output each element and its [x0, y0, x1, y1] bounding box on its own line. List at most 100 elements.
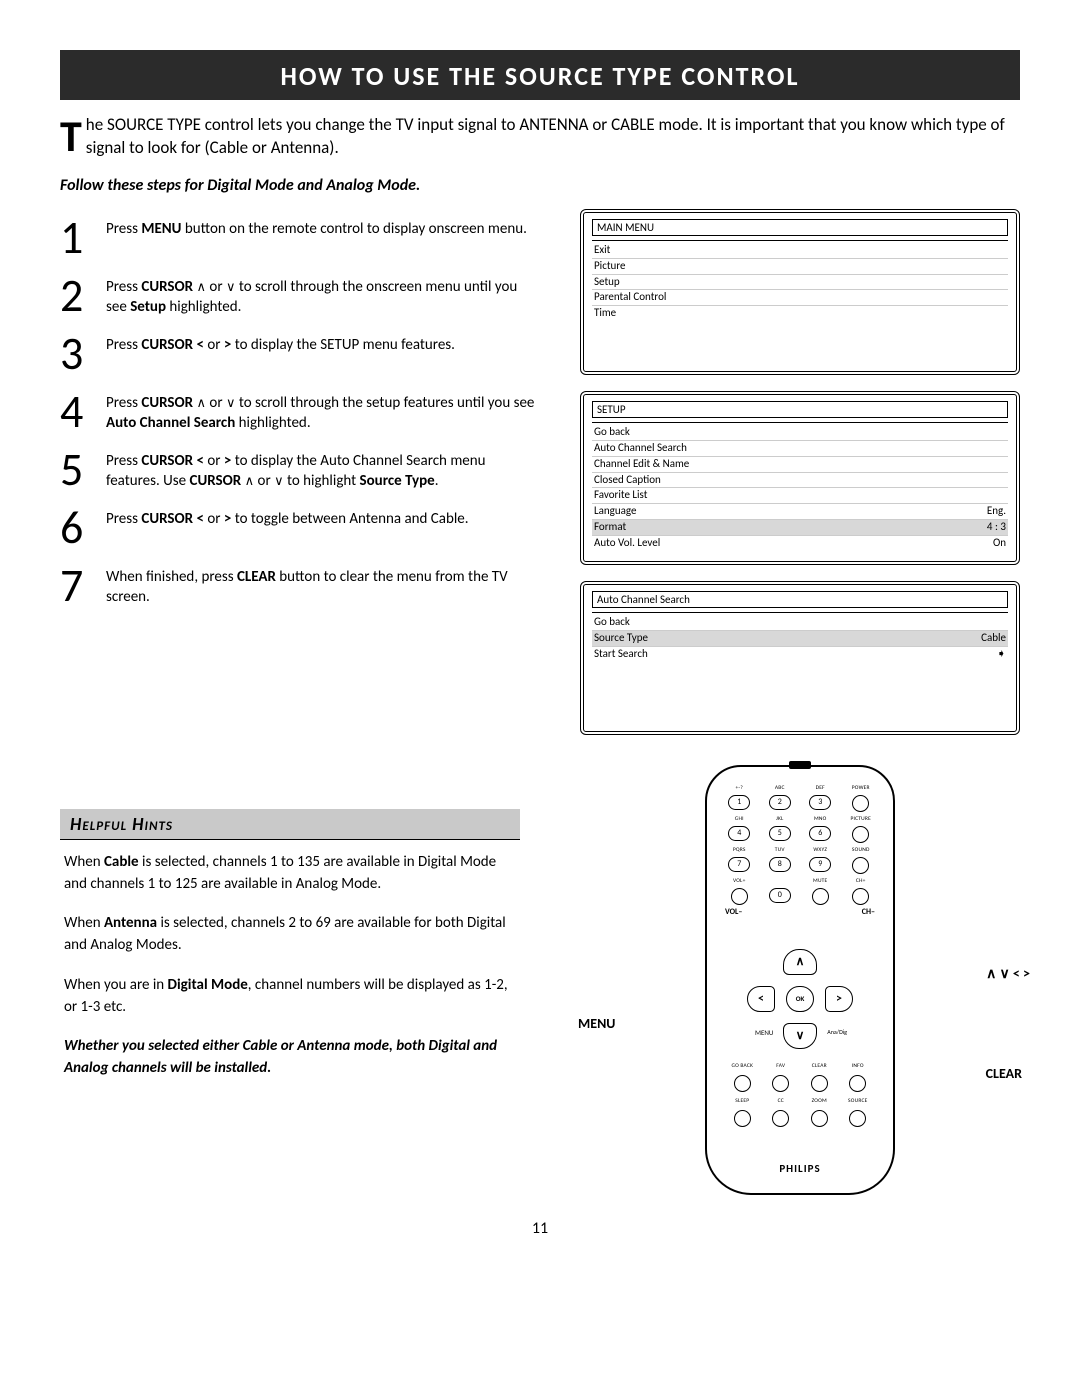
page-title: HOW TO USE THE SOURCE TYPE CONTROL — [60, 50, 1020, 100]
tv-menu-row: Setup — [592, 275, 1008, 291]
step-text: Press CURSOR ∧ or ∨ to scroll through th… — [106, 267, 540, 318]
remote-illustration: ∧ ∨ < > MENU CLEAR +-?ABCDEFPOWER123GHIJ… — [580, 765, 1020, 1195]
step: 7When finished, press CLEAR button to cl… — [60, 557, 540, 609]
ch-minus-label: CH– — [862, 907, 875, 917]
remote-key-label: ABC — [775, 785, 785, 791]
remote-key[interactable]: 3 — [809, 795, 831, 810]
remote-func-button[interactable] — [849, 1075, 866, 1092]
remote-func-button[interactable] — [734, 1110, 751, 1127]
remote-func-button[interactable] — [849, 1110, 866, 1127]
hint-paragraph: Whether you selected either Cable or Ant… — [64, 1036, 516, 1080]
cursor-left-button[interactable]: < — [747, 986, 775, 1012]
remote-key[interactable] — [852, 826, 869, 843]
hint-paragraph: When Cable is selected, channels 1 to 13… — [64, 852, 516, 896]
remote-key-label: WXYZ — [813, 847, 827, 853]
tv-menu-row: Picture — [592, 259, 1008, 275]
remote-func-button[interactable] — [811, 1110, 828, 1127]
intro-paragraph: T he SOURCE TYPE control lets you change… — [60, 114, 1020, 160]
remote-key[interactable]: 7 — [728, 857, 750, 872]
remote-key[interactable]: 8 — [769, 857, 791, 872]
tv-menu-row: LanguageEng. — [592, 504, 1008, 520]
tv-menu-row: Format4 : 3 — [592, 520, 1008, 536]
tv-menu-row: Start Search➧ — [592, 647, 1008, 662]
ok-button[interactable]: OK — [786, 986, 814, 1012]
step-number: 5 — [60, 441, 106, 493]
tv-menu-row: Auto Vol. LevelOn — [592, 536, 1008, 551]
remote-func-button[interactable] — [772, 1110, 789, 1127]
step-text: Press CURSOR ∧ or ∨ to scroll through th… — [106, 383, 540, 434]
remote-key-label: POWER — [852, 785, 870, 791]
step-number: 7 — [60, 557, 106, 609]
tv-menu-row: Exit — [592, 243, 1008, 259]
tv-menu-title: SETUP — [592, 401, 1008, 418]
cursor-right-button[interactable]: > — [825, 986, 853, 1012]
remote-key-label: DEF — [816, 785, 825, 791]
remote-key-label: SOUND — [852, 847, 870, 853]
remote-key[interactable]: 0 — [769, 888, 791, 903]
step-number: 4 — [60, 383, 106, 435]
remote-func-button[interactable] — [734, 1075, 751, 1092]
step-text: Press MENU button on the remote control … — [106, 209, 527, 239]
remote-brand: PHILIPS — [707, 1162, 893, 1175]
helpful-hints-box: Helpful Hints When Cable is selected, ch… — [60, 809, 520, 1080]
tv-menu-row: Time — [592, 306, 1008, 321]
step: 6Press CURSOR < or > to toggle between A… — [60, 499, 540, 551]
remote-func-label: ZOOM — [812, 1098, 827, 1104]
dropcap: T — [60, 114, 86, 155]
tv-menu-row: Closed Caption — [592, 473, 1008, 489]
remote-key-label: MUTE — [813, 878, 827, 884]
remote-key-label: VOL+ — [733, 878, 746, 884]
remote-key[interactable]: 5 — [769, 826, 791, 841]
tv-menu-row: Go back — [592, 425, 1008, 441]
remote-key[interactable]: 9 — [809, 857, 831, 872]
remote-key-label: +-? — [735, 785, 743, 791]
page-number: 11 — [60, 1219, 1020, 1238]
remote-key-label: JKL — [776, 816, 784, 822]
remote-key[interactable]: 4 — [728, 826, 750, 841]
remote-key[interactable] — [731, 888, 748, 905]
step-text: Press CURSOR < or > to toggle between An… — [106, 499, 469, 529]
step-text: Press CURSOR < or > to display the Auto … — [106, 441, 540, 492]
remote-func-label: SOURCE — [848, 1098, 867, 1104]
vol-minus-label: VOL– — [725, 907, 742, 917]
remote-func-button[interactable] — [811, 1075, 828, 1092]
remote-key[interactable]: 2 — [769, 795, 791, 810]
cursor-up-button[interactable]: ∧ — [783, 949, 817, 975]
steps-list: 1Press MENU button on the remote control… — [60, 209, 540, 609]
remote-key[interactable]: 1 — [728, 795, 750, 810]
remote-key[interactable] — [852, 888, 869, 905]
tv-menu-row: Auto Channel Search — [592, 441, 1008, 457]
tv-menu-row: Source TypeCable — [592, 631, 1008, 647]
tv-menu-row: Parental Control — [592, 290, 1008, 306]
cursor-down-button[interactable]: ∨ — [783, 1023, 817, 1049]
callout-clear: CLEAR — [986, 1065, 1022, 1082]
step-text: When finished, press CLEAR button to cle… — [106, 557, 540, 608]
tv-menu-setup: SETUP Go backAuto Channel SearchChannel … — [580, 391, 1020, 565]
step: 2Press CURSOR ∧ or ∨ to scroll through t… — [60, 267, 540, 319]
tv-menu-row: Favorite List — [592, 488, 1008, 504]
remote-key[interactable]: 6 — [809, 826, 831, 841]
follow-steps-heading: Follow these steps for Digital Mode and … — [60, 176, 1020, 195]
remote-key[interactable] — [852, 795, 869, 812]
tv-menu-acs: Auto Channel Search Go backSource TypeCa… — [580, 581, 1020, 736]
tv-menu-main: MAIN MENU ExitPictureSetupParental Contr… — [580, 209, 1020, 375]
remote-func-button[interactable] — [772, 1075, 789, 1092]
remote-func-label: CC — [778, 1098, 784, 1104]
remote-key-label: PICTURE — [851, 816, 871, 822]
step-number: 6 — [60, 499, 106, 551]
tv-menu-row: Channel Edit & Name — [592, 457, 1008, 473]
step: 1Press MENU button on the remote control… — [60, 209, 540, 261]
remote-func-label: CLEAR — [812, 1063, 827, 1069]
step: 3Press CURSOR < or > to display the SETU… — [60, 325, 540, 377]
intro-text: he SOURCE TYPE control lets you change t… — [86, 114, 1005, 158]
remote-key[interactable] — [812, 888, 829, 905]
callout-menu: MENU — [578, 1015, 615, 1032]
remote-key-label: TUV — [775, 847, 785, 853]
menu-label: MENU — [755, 1028, 773, 1037]
step-text: Press CURSOR < or > to display the SETUP… — [106, 325, 455, 355]
hint-paragraph: When Antenna is selected, channels 2 to … — [64, 913, 516, 957]
remote-func-label: GO BACK — [731, 1063, 753, 1069]
anadig-label: Ana/Dig — [827, 1028, 847, 1036]
step-number: 2 — [60, 267, 106, 319]
remote-key[interactable] — [852, 857, 869, 874]
